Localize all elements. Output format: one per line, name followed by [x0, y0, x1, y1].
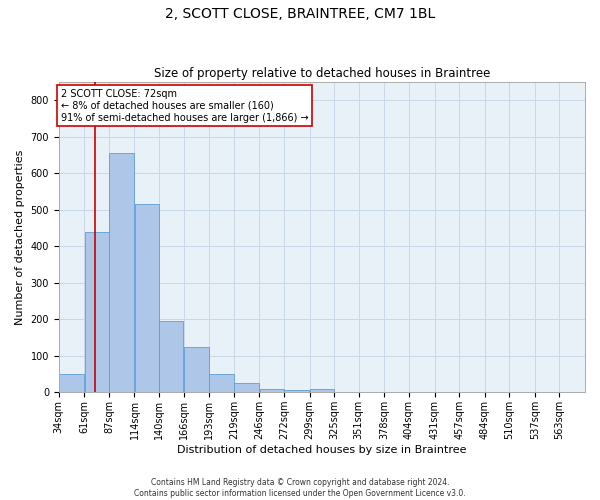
Bar	[184, 346, 209, 393]
Bar	[310, 388, 334, 392]
Bar	[260, 388, 284, 392]
Bar	[234, 383, 259, 392]
Bar	[209, 374, 233, 392]
Y-axis label: Number of detached properties: Number of detached properties	[15, 150, 25, 325]
Bar	[284, 390, 310, 392]
Text: 2 SCOTT CLOSE: 72sqm
← 8% of detached houses are smaller (160)
91% of semi-detac: 2 SCOTT CLOSE: 72sqm ← 8% of detached ho…	[61, 90, 308, 122]
Text: Contains HM Land Registry data © Crown copyright and database right 2024.
Contai: Contains HM Land Registry data © Crown c…	[134, 478, 466, 498]
Text: 2, SCOTT CLOSE, BRAINTREE, CM7 1BL: 2, SCOTT CLOSE, BRAINTREE, CM7 1BL	[165, 8, 435, 22]
Bar	[135, 204, 159, 392]
X-axis label: Distribution of detached houses by size in Braintree: Distribution of detached houses by size …	[177, 445, 467, 455]
Bar	[85, 232, 109, 392]
Bar	[59, 374, 84, 392]
Title: Size of property relative to detached houses in Braintree: Size of property relative to detached ho…	[154, 66, 490, 80]
Bar	[160, 321, 184, 392]
Bar	[109, 153, 134, 392]
